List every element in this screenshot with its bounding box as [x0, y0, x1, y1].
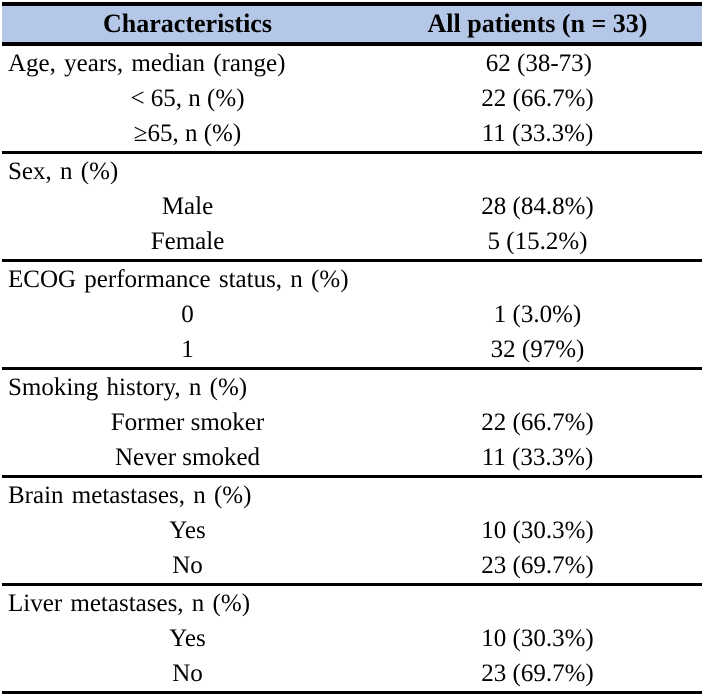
- value-cell: 23 (69.7%): [481, 552, 594, 579]
- table-row: Brain metastases, n (%): [2, 478, 702, 513]
- value-cell: 23 (69.7%): [481, 660, 594, 687]
- table-section: Smoking history, n (%) Former smoker 22 (6…: [2, 367, 702, 475]
- value-cell: 22 (66.7%): [481, 85, 594, 112]
- characteristic-label: Yes: [169, 517, 206, 544]
- value-cell: 11 (33.3%): [481, 120, 594, 147]
- value-cell: [376, 586, 702, 621]
- value-cell: [376, 154, 702, 189]
- characteristic-label: Brain metastases, n (%): [8, 482, 252, 509]
- table-row: 0 1 (3.0%): [2, 297, 702, 332]
- value-cell: 5 (15.2%): [487, 228, 588, 255]
- characteristic-label: Yes: [169, 625, 206, 652]
- characteristic-label: Male: [161, 193, 214, 220]
- value-cell: 11 (33.3%): [481, 444, 594, 471]
- table-row: ECOG performance status, n (%): [2, 262, 702, 297]
- table-row: ≥65, n (%) 11 (33.3%): [2, 116, 702, 151]
- table-row: Age, years, median (range) 62 (38-73): [2, 46, 702, 81]
- characteristic-label: Age, years, median (range): [8, 50, 286, 77]
- table-body: Age, years, median (range) 62 (38-73) < 65…: [2, 46, 702, 691]
- table-row: Sex, n (%): [2, 154, 702, 189]
- value-cell: 62 (38-73): [485, 50, 593, 77]
- characteristic-label: No: [172, 660, 203, 687]
- table-row: Yes 10 (30.3%): [2, 513, 702, 548]
- table-row: Former smoker 22 (66.7%): [2, 405, 702, 440]
- header-characteristics: Characteristics: [103, 9, 272, 38]
- characteristic-label: 1: [181, 336, 194, 363]
- table-row: Male 28 (84.8%): [2, 189, 702, 224]
- table-row: Smoking history, n (%): [2, 370, 702, 405]
- table-row: No 23 (69.7%): [2, 656, 702, 691]
- value-cell: [376, 370, 702, 405]
- value-cell: 10 (30.3%): [481, 625, 594, 652]
- table-row: No 23 (69.7%): [2, 548, 702, 583]
- characteristic-label: 0: [181, 301, 194, 328]
- value-cell: [376, 478, 702, 513]
- characteristic-label: Female: [150, 228, 225, 255]
- value-cell: [376, 262, 702, 297]
- characteristic-label: Never smoked: [114, 444, 261, 471]
- table-section: ECOG performance status, n (%) 0 1 (3.0%) 1…: [2, 259, 702, 367]
- table-row: Liver metastases, n (%): [2, 586, 702, 621]
- value-cell: 32 (97%): [490, 336, 585, 363]
- characteristic-label: ECOG performance status, n (%): [8, 266, 349, 293]
- header-all-patients: All patients (n = 33): [427, 9, 648, 38]
- value-cell: 28 (84.8%): [481, 193, 594, 220]
- value-cell: 10 (30.3%): [481, 517, 594, 544]
- characteristic-label: ≥65, n (%): [133, 120, 242, 147]
- table-row: 1 32 (97%): [2, 332, 702, 367]
- table-header-row: Characteristics All patients (n = 33): [2, 6, 702, 46]
- table-section: Brain metastases, n (%) Yes 10 (30.3%) No 23…: [2, 475, 702, 583]
- characteristic-label: Sex, n (%): [8, 158, 119, 185]
- value-cell: 22 (66.7%): [481, 409, 594, 436]
- table-section: Sex, n (%) Male 28 (84.8%) Female 5 (15.2%): [2, 151, 702, 259]
- table-row: < 65, n (%) 22 (66.7%): [2, 81, 702, 116]
- characteristic-label: No: [172, 552, 203, 579]
- table-row: Yes 10 (30.3%): [2, 621, 702, 656]
- table-row: Never smoked 11 (33.3%): [2, 440, 702, 475]
- table-row: Female 5 (15.2%): [2, 224, 702, 259]
- characteristic-label: Liver metastases, n (%): [8, 590, 251, 617]
- table-section: Age, years, median (range) 62 (38-73) < 65…: [2, 46, 702, 151]
- table-section: Liver metastases, n (%) Yes 10 (30.3%) No 23…: [2, 583, 702, 691]
- characteristic-label: < 65, n (%): [130, 85, 245, 112]
- value-cell: 1 (3.0%): [493, 301, 582, 328]
- characteristic-label: Smoking history, n (%): [8, 374, 248, 401]
- characteristic-label: Former smoker: [110, 409, 265, 436]
